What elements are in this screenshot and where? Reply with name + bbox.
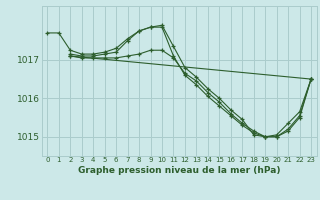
X-axis label: Graphe pression niveau de la mer (hPa): Graphe pression niveau de la mer (hPa) [78,166,280,175]
